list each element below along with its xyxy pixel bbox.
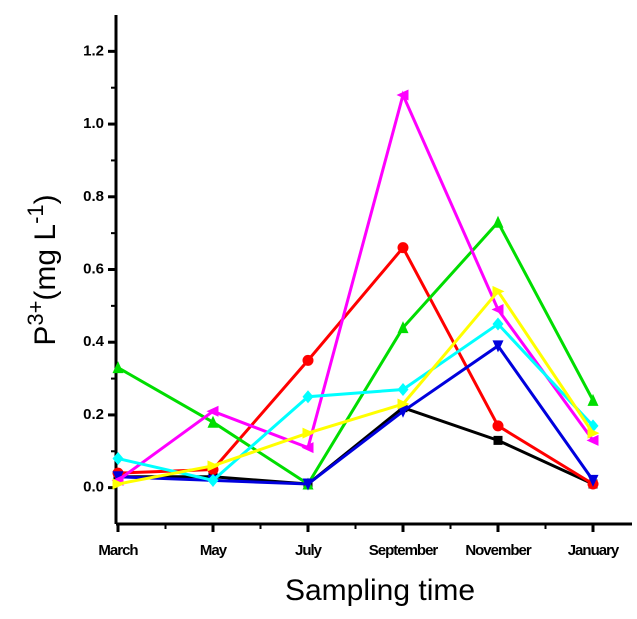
y-tick-label: 1.2: [83, 42, 104, 59]
y-title-part: ): [29, 194, 62, 204]
x-tick-label: November: [465, 542, 532, 559]
marker: [492, 215, 504, 228]
marker: [397, 242, 409, 254]
y-axis-title: P3+(mg L-1): [23, 194, 62, 345]
marker: [112, 478, 125, 490]
marker: [396, 89, 409, 101]
marker: [302, 354, 314, 366]
series-line: [117, 288, 595, 486]
marker: [301, 442, 314, 454]
y-tick-label: 0.6: [83, 260, 104, 277]
x-tick-label: March: [98, 542, 138, 559]
marker: [112, 471, 124, 484]
y-title-part: P: [29, 326, 62, 346]
x-tick-label: July: [295, 542, 323, 559]
y-title-sup: -1: [23, 204, 48, 224]
marker: [397, 405, 409, 418]
marker: [207, 473, 219, 487]
y-title-part: (mg L: [29, 224, 62, 301]
marker: [587, 427, 600, 439]
marker: [207, 460, 220, 472]
marker: [586, 434, 599, 446]
marker: [492, 317, 504, 331]
x-tick-label: September: [369, 542, 439, 559]
y-tick-label: 0.8: [83, 188, 104, 205]
y-tick-label: 0.0: [83, 479, 104, 496]
x-tick-label: January: [568, 542, 620, 559]
marker: [302, 478, 314, 491]
y-title-sup: 3+: [23, 301, 48, 326]
marker: [492, 340, 504, 353]
series-line: [117, 322, 595, 483]
marker: [112, 452, 124, 466]
y-tick-label: 0.4: [83, 333, 105, 350]
marker: [112, 361, 124, 374]
series-line: [117, 90, 595, 482]
marker: [492, 285, 505, 297]
marker: [302, 427, 315, 439]
marker: [587, 393, 599, 406]
marker: [397, 398, 410, 410]
marker: [207, 415, 219, 428]
series-line: [117, 343, 595, 486]
y-tick-label: 1.0: [83, 115, 104, 132]
y-tick-label: 0.2: [83, 406, 104, 423]
marker: [493, 435, 503, 445]
marker: [302, 390, 314, 404]
marker: [491, 303, 504, 315]
marker: [397, 382, 409, 396]
series-line: [117, 219, 595, 487]
marker: [206, 405, 219, 417]
marker: [492, 420, 504, 432]
marker: [587, 474, 599, 487]
x-axis-title: Sampling time: [285, 574, 475, 607]
x-tick-label: May: [200, 542, 228, 559]
marker: [397, 321, 409, 334]
